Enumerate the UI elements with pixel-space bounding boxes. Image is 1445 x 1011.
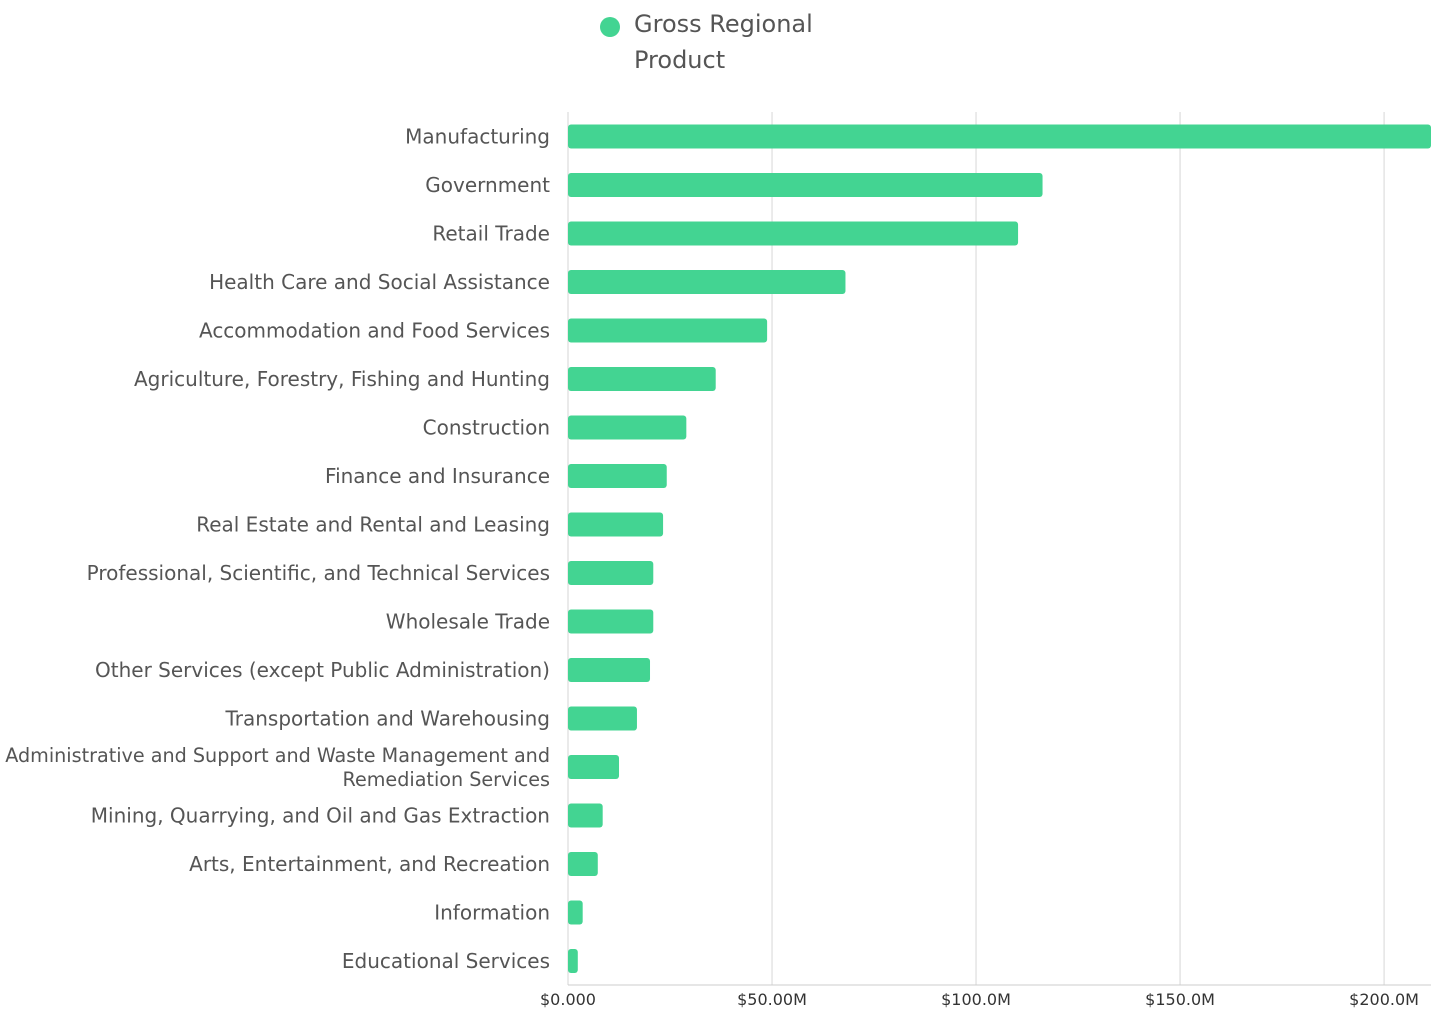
x-tick-label: $100.0M — [941, 990, 1011, 1009]
category-label: Professional, Scientific, and Technical … — [87, 561, 550, 585]
category-label: Transportation and Warehousing — [224, 707, 550, 731]
category-label: Other Services (except Public Administra… — [95, 658, 550, 682]
category-label: Retail Trade — [432, 222, 550, 246]
category-label: Accommodation and Food Services — [199, 319, 550, 343]
bar — [568, 221, 1019, 246]
category-label: Health Care and Social Assistance — [209, 270, 550, 294]
category-labels: Manufacturing Government Retail Trade Healt… — [5, 125, 550, 974]
bar — [568, 415, 687, 440]
x-tick-label: $0.000 — [540, 990, 596, 1009]
bar — [568, 803, 603, 828]
category-label: Mining, Quarrying, and Oil and Gas Extra… — [91, 804, 550, 828]
x-tick-label: $200.0M — [1349, 990, 1419, 1009]
category-label: Arts, Entertainment, and Recreation — [189, 852, 550, 876]
category-label: Real Estate and Rental and Leasing — [196, 513, 550, 537]
x-axis-tick-labels: $0.000 $50.00M $100.0M $150.0M $200.0M — [540, 990, 1419, 1009]
category-label: Information — [434, 901, 550, 925]
gridlines — [567, 112, 1431, 986]
category-label: Manufacturing — [405, 125, 550, 149]
bar — [568, 124, 1431, 149]
x-tick-label: $50.00M — [737, 990, 807, 1009]
bars — [568, 124, 1431, 973]
bar — [568, 706, 637, 731]
legend-marker — [600, 17, 620, 37]
bar — [568, 512, 664, 537]
category-label: Finance and Insurance — [325, 464, 550, 488]
category-label: Agriculture, Forestry, Fishing and Hunti… — [134, 367, 550, 391]
category-label: Government — [425, 173, 550, 197]
category-label: Administrative and Support and Waste Man… — [5, 744, 550, 791]
bar — [568, 561, 654, 585]
bar — [568, 755, 620, 779]
category-label: Educational Services — [342, 949, 550, 973]
bar — [568, 318, 768, 343]
legend-label: Gross Regional Product — [634, 10, 813, 74]
bar — [568, 609, 654, 634]
bar — [568, 852, 598, 876]
bar — [568, 464, 667, 488]
bar — [568, 270, 846, 294]
category-label: Wholesale Trade — [386, 610, 550, 634]
category-label: Construction — [423, 416, 550, 440]
x-tick-label: $150.0M — [1145, 990, 1215, 1009]
bar — [568, 367, 716, 391]
bar — [568, 658, 651, 682]
bar — [568, 173, 1043, 197]
bar — [568, 900, 583, 925]
bar — [568, 949, 578, 973]
